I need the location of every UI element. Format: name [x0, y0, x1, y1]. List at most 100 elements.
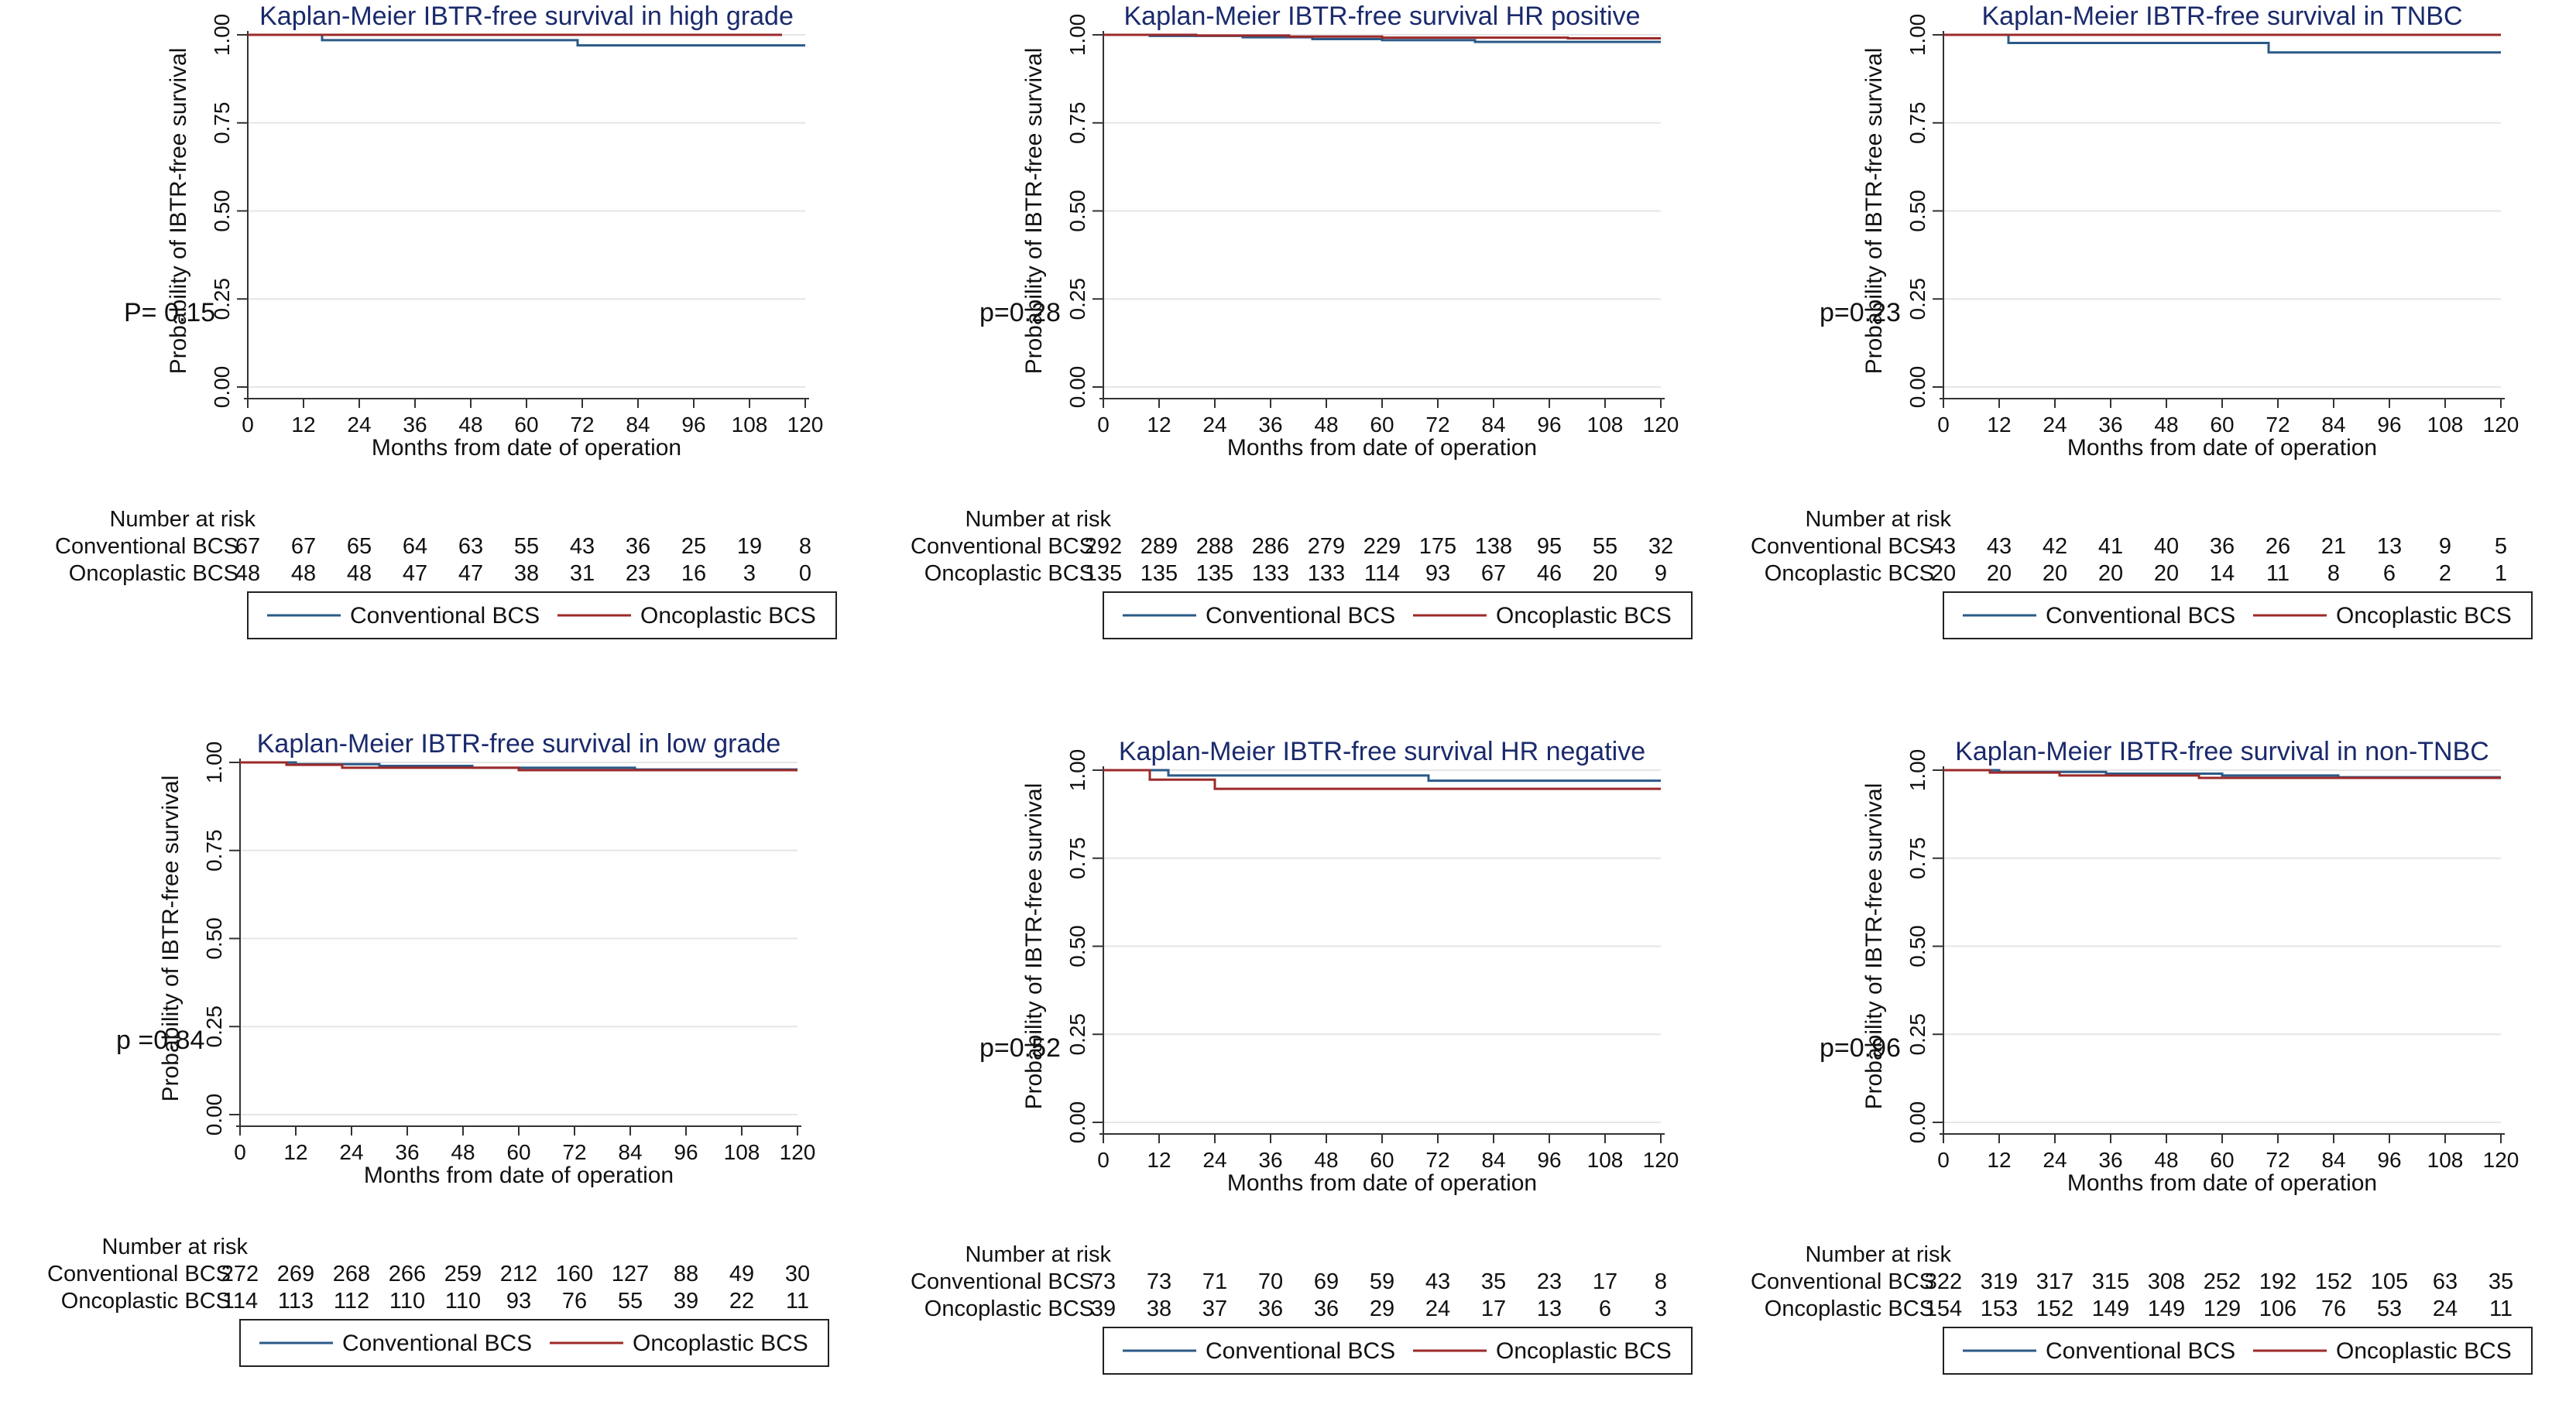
- y-tick-label: 0.25: [1065, 278, 1089, 320]
- risk-count-conventional: 40: [2154, 534, 2179, 559]
- risk-count-conventional: 73: [1091, 1269, 1116, 1294]
- y-tick-label: 0.75: [202, 830, 226, 872]
- oncoplastic-bcs-curve: [1103, 33, 1661, 40]
- risk-count-oncoplastic: 53: [2377, 1297, 2402, 1321]
- risk-count-oncoplastic: 3: [743, 561, 756, 586]
- km-panel-low-grade: Kaplan-Meier IBTR-free survival in low g…: [0, 728, 829, 1393]
- risk-count-conventional: 9: [2439, 534, 2451, 559]
- x-tick-label: 24: [347, 413, 371, 437]
- chart-title: Kaplan-Meier IBTR-free survival HR negat…: [1119, 737, 1645, 766]
- x-tick-label: 36: [1258, 413, 1282, 437]
- p-value-label: p=0.28: [979, 298, 1061, 327]
- x-tick-label: 48: [2154, 413, 2178, 437]
- risk-count-conventional: 8: [1655, 1269, 1667, 1294]
- risk-count-oncoplastic: 114: [222, 1289, 258, 1314]
- x-tick-label: 108: [724, 1140, 760, 1164]
- y-axis-label: Probability of IBTR-free survival: [1021, 783, 1047, 1110]
- x-tick-label: 36: [395, 1140, 419, 1164]
- risk-row-label-conventional: Conventional BCS: [55, 534, 238, 559]
- risk-count-oncoplastic: 93: [1425, 561, 1450, 586]
- risk-count-conventional: 43: [570, 534, 595, 559]
- risk-row-label-conventional: Conventional BCS: [911, 1269, 1094, 1294]
- risk-count-conventional: 64: [403, 534, 427, 559]
- risk-table-header: Number at risk: [1805, 507, 1951, 532]
- risk-count-conventional: 252: [2204, 1269, 2241, 1294]
- risk-count-conventional: 35: [2489, 1269, 2513, 1294]
- risk-count-oncoplastic: 39: [674, 1289, 698, 1314]
- risk-count-conventional: 279: [1308, 534, 1345, 559]
- x-axis-label: Months from date of operation: [1227, 435, 1537, 461]
- y-axis-label: Probability of IBTR-free survival: [1021, 48, 1047, 375]
- risk-count-oncoplastic: 106: [2259, 1297, 2296, 1321]
- x-tick-label: 120: [1643, 413, 1679, 437]
- risk-count-oncoplastic: 14: [2210, 561, 2235, 586]
- x-tick-label: 36: [2098, 1148, 2122, 1172]
- x-tick-label: 24: [339, 1140, 363, 1164]
- risk-count-oncoplastic: 135: [1085, 561, 1122, 586]
- chart-title: Kaplan-Meier IBTR-free survival in high …: [259, 2, 794, 31]
- x-tick-label: 60: [2210, 1148, 2234, 1172]
- risk-count-oncoplastic: 22: [729, 1289, 754, 1314]
- p-value-label: p =0.84: [116, 1026, 204, 1055]
- legend-label-oncoplastic: Oncoplastic BCS: [640, 603, 816, 629]
- x-tick-label: 60: [1370, 413, 1394, 437]
- y-tick-label: 0.00: [210, 366, 234, 409]
- risk-count-oncoplastic: 149: [2092, 1297, 2129, 1321]
- km-panel-high-grade: Kaplan-Meier IBTR-free survival in high …: [8, 0, 837, 666]
- risk-count-conventional: 35: [1481, 1269, 1506, 1294]
- x-axis-label: Months from date of operation: [2067, 1170, 2377, 1196]
- risk-count-conventional: 8: [799, 534, 811, 559]
- x-tick-label: 24: [2043, 413, 2067, 437]
- oncoplastic-bcs-curve: [240, 761, 797, 772]
- conventional-bcs-curve: [240, 761, 797, 771]
- x-tick-label: 24: [2043, 1148, 2067, 1172]
- risk-count-conventional: 88: [674, 1262, 698, 1286]
- risk-count-oncoplastic: 29: [1370, 1297, 1394, 1321]
- y-tick-label: 0.00: [202, 1094, 226, 1136]
- risk-count-conventional: 229: [1363, 534, 1401, 559]
- risk-count-oncoplastic: 9: [1655, 561, 1667, 586]
- km-panel-hr-negative: Kaplan-Meier IBTR-free survival HR negat…: [863, 735, 1693, 1401]
- y-tick-label: 0.50: [1065, 190, 1089, 232]
- risk-count-oncoplastic: 20: [1987, 561, 2012, 586]
- chart-title: Kaplan-Meier IBTR-free survival HR posit…: [1124, 2, 1641, 31]
- legend-box: [239, 1319, 829, 1367]
- risk-count-oncoplastic: 48: [235, 561, 260, 586]
- x-tick-label: 72: [562, 1140, 586, 1164]
- km-chart-svg: Kaplan-Meier IBTR-free survival HR negat…: [911, 737, 1693, 1375]
- risk-count-oncoplastic: 153: [1981, 1297, 2018, 1321]
- risk-count-conventional: 212: [500, 1262, 537, 1286]
- risk-count-conventional: 288: [1196, 534, 1233, 559]
- p-value-label: p=0.23: [1820, 298, 1901, 327]
- risk-count-conventional: 322: [1925, 1269, 1962, 1294]
- risk-count-oncoplastic: 135: [1196, 561, 1233, 586]
- x-tick-label: 0: [1097, 1148, 1110, 1172]
- risk-count-oncoplastic: 129: [2204, 1297, 2241, 1321]
- x-tick-label: 12: [283, 1140, 307, 1164]
- x-axis-label: Months from date of operation: [1227, 1170, 1537, 1196]
- risk-count-oncoplastic: 24: [1425, 1297, 1450, 1321]
- x-tick-label: 12: [1147, 413, 1171, 437]
- y-tick-label: 0.00: [1065, 366, 1089, 409]
- risk-count-conventional: 286: [1252, 534, 1289, 559]
- risk-count-oncoplastic: 2: [2439, 561, 2451, 586]
- risk-count-conventional: 59: [1370, 1269, 1394, 1294]
- x-axis-label: Months from date of operation: [2067, 435, 2377, 461]
- risk-count-conventional: 13: [2377, 534, 2402, 559]
- risk-count-conventional: 65: [347, 534, 372, 559]
- x-tick-label: 120: [2483, 413, 2519, 437]
- y-tick-label: 0.75: [1905, 102, 1929, 145]
- risk-count-oncoplastic: 93: [506, 1289, 531, 1314]
- x-tick-label: 48: [451, 1140, 475, 1164]
- chart-title: Kaplan-Meier IBTR-free survival in non-T…: [1955, 737, 2489, 766]
- risk-count-oncoplastic: 133: [1252, 561, 1289, 586]
- y-tick-label: 0.75: [1905, 838, 1929, 880]
- km-panel-non-tnbc: Kaplan-Meier IBTR-free survival in non-T…: [1703, 735, 2533, 1401]
- risk-count-oncoplastic: 31: [570, 561, 595, 586]
- p-value-label: p=0.96: [1820, 1033, 1901, 1063]
- x-tick-label: 36: [1258, 1148, 1282, 1172]
- y-tick-label: 0.00: [1065, 1101, 1089, 1144]
- risk-row-label-conventional: Conventional BCS: [1751, 1269, 1934, 1294]
- risk-count-oncoplastic: 3: [1655, 1297, 1667, 1321]
- risk-table-header: Number at risk: [965, 507, 1111, 532]
